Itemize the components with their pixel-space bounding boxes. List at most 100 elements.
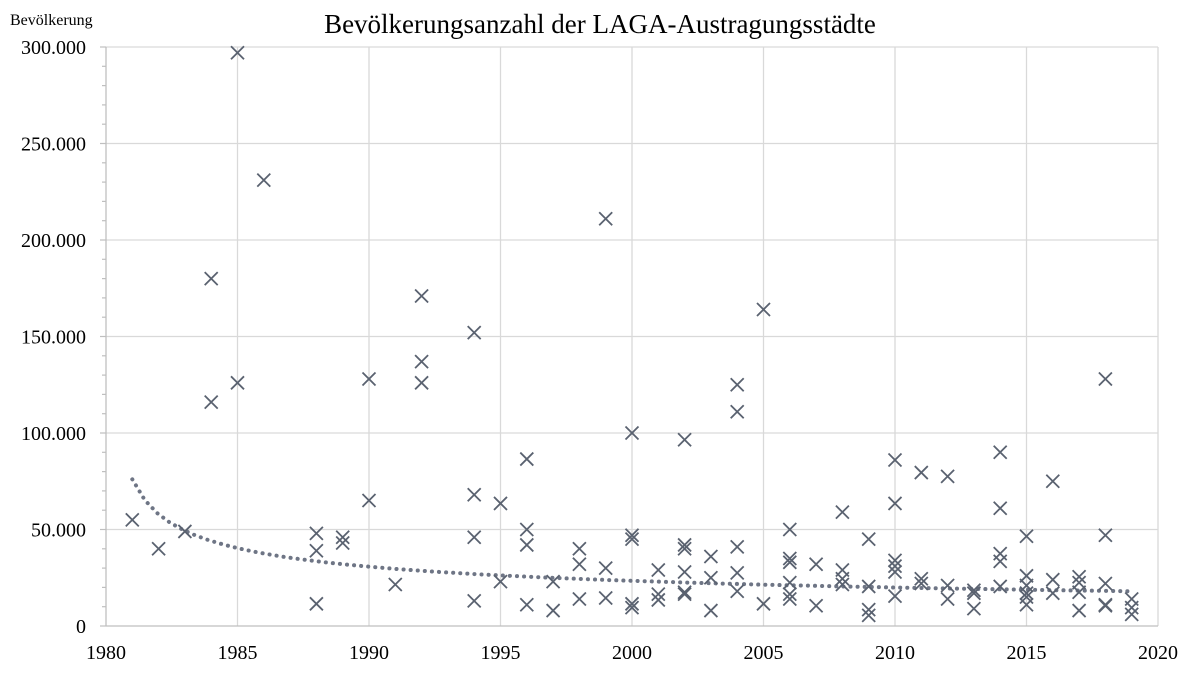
data-point	[545, 574, 561, 589]
data-point	[887, 452, 903, 468]
data-point	[230, 45, 245, 60]
grid-lines	[106, 46, 1159, 626]
data-point	[782, 551, 797, 566]
data-point	[756, 302, 771, 317]
data-point	[861, 608, 876, 623]
data-point	[414, 375, 429, 390]
data-point	[808, 598, 824, 613]
data-point	[887, 496, 903, 511]
chart-title: Bevölkerungsanzahl der LAGA-Austragungss…	[324, 9, 876, 39]
data-point	[519, 597, 534, 612]
data-point	[1098, 528, 1113, 543]
data-points	[125, 45, 1139, 623]
data-point	[861, 579, 876, 594]
trendline-path	[130, 477, 1134, 594]
data-point	[598, 590, 613, 606]
data-point	[703, 603, 719, 618]
data-point	[361, 371, 377, 387]
data-point	[914, 576, 929, 591]
data-point	[572, 541, 587, 556]
x-tick-label: 2020	[1138, 642, 1178, 664]
x-tick-label: 1995	[481, 642, 521, 664]
data-point	[335, 530, 350, 545]
data-point	[993, 501, 1008, 516]
data-point	[730, 565, 745, 581]
data-point	[624, 528, 640, 543]
data-point	[966, 586, 982, 601]
data-point	[782, 555, 797, 570]
x-tick-labels: 1980 1985 1990 1995 2000 2005 2010 2015 2020	[86, 642, 1178, 664]
data-point	[467, 487, 482, 502]
x-tick-label: 1990	[349, 642, 389, 664]
data-point	[756, 596, 771, 611]
data-point	[361, 493, 377, 508]
data-point	[598, 211, 613, 226]
data-point	[651, 587, 666, 602]
data-point	[677, 587, 692, 602]
data-point	[309, 596, 324, 611]
data-point	[1071, 603, 1087, 618]
data-point	[677, 564, 692, 580]
data-point	[309, 543, 324, 558]
data-point	[887, 559, 903, 574]
data-point	[940, 591, 955, 607]
data-point	[993, 579, 1008, 594]
data-point	[467, 593, 482, 609]
data-point	[519, 451, 534, 467]
data-point	[677, 541, 692, 556]
data-point	[624, 532, 640, 547]
axes	[100, 46, 1158, 627]
y-tick-labels: 0 50.000 100.000 150.000 200.000 250.000 300.0…	[21, 37, 86, 638]
data-point	[1098, 371, 1113, 387]
data-point	[993, 554, 1008, 569]
data-point	[1045, 586, 1060, 601]
data-point	[940, 578, 955, 593]
data-point	[730, 377, 745, 392]
data-point	[388, 577, 403, 592]
y-tick-label: 150.000	[21, 327, 86, 349]
trendline	[130, 477, 1134, 594]
data-point	[835, 577, 850, 592]
data-point	[861, 602, 876, 617]
y-axis-label: Bevölkerung	[10, 12, 93, 29]
data-point	[256, 173, 271, 188]
data-point	[1019, 586, 1034, 601]
data-point	[519, 537, 534, 553]
data-point	[966, 601, 982, 616]
data-point	[861, 532, 876, 547]
data-point	[703, 570, 719, 585]
data-point	[467, 325, 482, 340]
data-point	[651, 592, 666, 608]
data-point	[624, 600, 640, 615]
y-tick-label: 300.000	[21, 37, 86, 59]
data-point	[782, 587, 797, 602]
data-point	[598, 560, 613, 576]
data-point	[887, 564, 903, 580]
x-tick-label: 2010	[875, 642, 915, 664]
y-tick-label: 200.000	[21, 230, 86, 252]
data-point	[993, 546, 1008, 561]
data-point	[467, 530, 482, 545]
data-point	[1071, 585, 1087, 600]
data-point	[782, 591, 797, 607]
data-point	[887, 588, 903, 604]
y-tick-label: 0	[76, 616, 86, 638]
data-point	[204, 394, 219, 410]
x-tick-label: 2015	[1007, 642, 1047, 664]
data-point	[414, 288, 429, 304]
data-point	[335, 535, 350, 551]
data-point	[940, 469, 955, 484]
data-point	[125, 512, 140, 527]
data-point	[493, 496, 508, 511]
data-point	[624, 596, 640, 611]
data-point	[1071, 569, 1087, 584]
data-point	[730, 539, 745, 555]
data-point	[151, 541, 166, 556]
data-point	[624, 425, 640, 441]
data-point	[1019, 529, 1034, 544]
data-point	[993, 445, 1008, 460]
data-point	[1045, 572, 1060, 587]
x-tick-label: 2005	[744, 642, 784, 664]
data-point	[677, 585, 692, 600]
